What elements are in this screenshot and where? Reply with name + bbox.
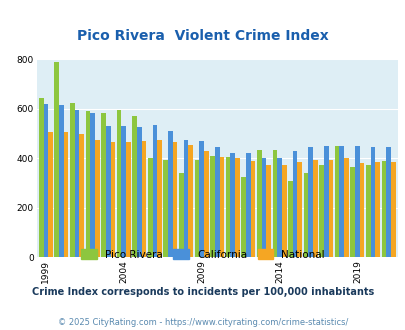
Bar xyxy=(277,158,281,257)
Bar xyxy=(136,127,141,257)
Bar xyxy=(168,131,173,257)
Bar xyxy=(225,157,230,257)
Bar xyxy=(163,160,168,257)
Bar xyxy=(141,141,146,257)
Bar xyxy=(183,140,188,257)
Bar xyxy=(75,110,79,257)
Bar xyxy=(288,181,292,257)
Bar xyxy=(214,147,219,257)
Bar xyxy=(39,98,43,257)
Bar xyxy=(48,132,53,257)
Bar xyxy=(43,104,48,257)
Bar xyxy=(132,116,136,257)
Bar xyxy=(101,113,106,257)
Bar xyxy=(54,62,59,257)
Bar xyxy=(256,150,261,257)
Bar xyxy=(147,158,152,257)
Bar xyxy=(199,141,203,257)
Bar xyxy=(266,165,270,257)
Text: Crime Index corresponds to incidents per 100,000 inhabitants: Crime Index corresponds to incidents per… xyxy=(32,287,373,297)
Bar xyxy=(385,147,390,257)
Bar xyxy=(188,145,193,257)
Bar xyxy=(179,173,183,257)
Bar xyxy=(381,161,385,257)
Bar xyxy=(121,126,126,257)
Bar xyxy=(272,150,277,257)
Legend: Pico Rivera, California, National: Pico Rivera, California, National xyxy=(77,245,328,264)
Bar xyxy=(79,134,84,257)
Bar xyxy=(95,140,99,257)
Text: Pico Rivera  Violent Crime Index: Pico Rivera Violent Crime Index xyxy=(77,29,328,43)
Bar xyxy=(343,158,348,257)
Bar xyxy=(157,140,162,257)
Bar xyxy=(90,113,95,257)
Bar xyxy=(359,163,364,257)
Bar xyxy=(250,161,255,257)
Bar xyxy=(334,146,339,257)
Bar xyxy=(106,126,110,257)
Bar xyxy=(374,162,379,257)
Bar xyxy=(307,147,312,257)
Bar xyxy=(245,153,250,257)
Bar xyxy=(339,146,343,257)
Bar xyxy=(350,167,354,257)
Bar xyxy=(110,142,115,257)
Bar xyxy=(303,173,307,257)
Bar xyxy=(117,110,121,257)
Bar xyxy=(173,142,177,257)
Bar xyxy=(318,165,323,257)
Bar xyxy=(234,158,239,257)
Bar xyxy=(152,125,157,257)
Bar xyxy=(297,162,301,257)
Bar xyxy=(241,177,245,257)
Bar xyxy=(390,162,394,257)
Bar xyxy=(194,160,199,257)
Bar xyxy=(85,112,90,257)
Bar xyxy=(328,160,333,257)
Bar xyxy=(70,103,75,257)
Bar xyxy=(312,160,317,257)
Bar xyxy=(59,105,64,257)
Text: © 2025 CityRating.com - https://www.cityrating.com/crime-statistics/: © 2025 CityRating.com - https://www.city… xyxy=(58,318,347,327)
Bar xyxy=(261,158,266,257)
Bar xyxy=(230,153,234,257)
Bar xyxy=(203,151,208,257)
Bar xyxy=(365,165,370,257)
Bar xyxy=(370,147,374,257)
Bar xyxy=(292,151,297,257)
Bar xyxy=(354,146,359,257)
Bar xyxy=(126,142,130,257)
Bar xyxy=(281,165,286,257)
Bar xyxy=(323,146,328,257)
Bar xyxy=(64,132,68,257)
Bar xyxy=(219,157,224,257)
Bar xyxy=(210,156,214,257)
